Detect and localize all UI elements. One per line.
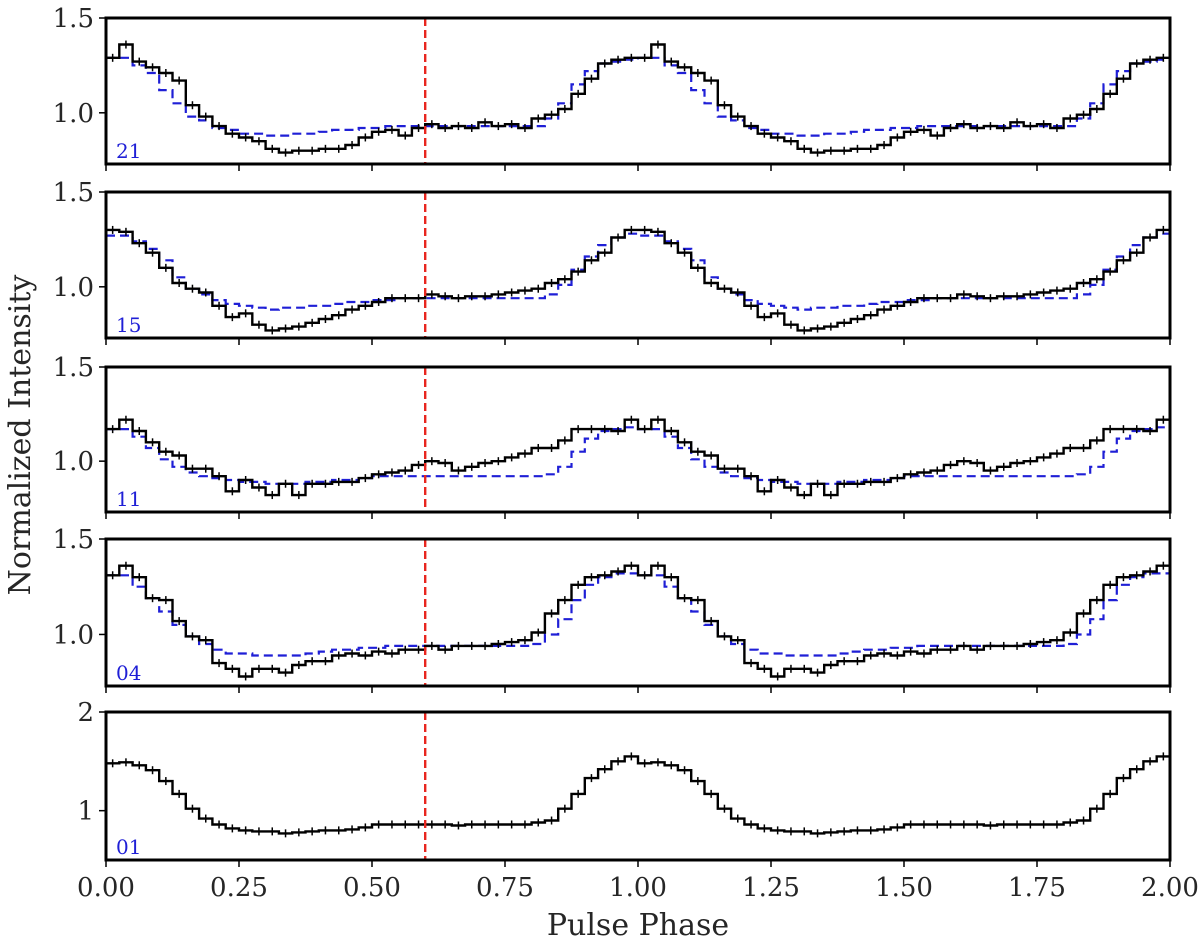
panel-frame xyxy=(104,190,1172,340)
model-curve xyxy=(106,232,1170,311)
y-tick-label: 1 xyxy=(77,797,94,827)
y-tick-label: 1.0 xyxy=(53,273,94,303)
panel-frame xyxy=(104,16,1172,166)
y-tick-label: 1.0 xyxy=(53,620,94,650)
panel-01: 0.00 0.25 0.50 0.75 1.00 1.25 1.50 1.75 2.00 1 2 01 xyxy=(77,698,1199,903)
x-tick-label: 2.00 xyxy=(1141,873,1199,903)
panel-label: 01 xyxy=(116,835,141,859)
x-tick-label: 1.50 xyxy=(875,873,933,903)
x-tick-label: 1.00 xyxy=(609,873,667,903)
x-axis-title: Pulse Phase xyxy=(547,908,729,943)
x-tick-label: 0.25 xyxy=(210,873,268,903)
y-tick-label: 1.0 xyxy=(53,447,94,477)
x-tick-label: 1.75 xyxy=(1008,873,1066,903)
data-curve xyxy=(106,755,1170,835)
y-tick-label: 1.5 xyxy=(53,178,94,208)
y-tick-label: 1.0 xyxy=(53,99,94,129)
data-curve xyxy=(106,43,1170,154)
model-curve xyxy=(106,572,1170,657)
panel-label: 04 xyxy=(116,661,141,685)
y-tick-label: 1.5 xyxy=(53,525,94,555)
x-tick-label: 0.00 xyxy=(77,873,135,903)
data-curve xyxy=(106,418,1170,497)
panel-15: 1.0 1.5 15 xyxy=(53,178,1172,345)
model-curve xyxy=(106,426,1170,485)
y-tick-label: 1.5 xyxy=(53,4,94,34)
panel-label: 11 xyxy=(116,487,141,511)
panel-21: 1.0 1.5 21 xyxy=(53,4,1172,171)
panel-11: 1.0 1.5 11 xyxy=(53,353,1172,519)
x-tick-label: 0.75 xyxy=(476,873,534,903)
panel-label: 21 xyxy=(116,139,141,163)
panel-frame xyxy=(104,365,1172,514)
y-axis-title: Normalized Intensity xyxy=(3,275,38,596)
x-tick-label: 0.50 xyxy=(343,873,401,903)
panel-04: 1.0 1.5 04 xyxy=(53,525,1172,693)
y-tick-label: 1.5 xyxy=(53,353,94,383)
x-tick-label: 1.25 xyxy=(742,873,800,903)
y-tick-label: 2 xyxy=(77,698,94,728)
panel-frame xyxy=(104,710,1172,862)
data-curve xyxy=(106,228,1170,332)
data-curve xyxy=(106,564,1170,678)
panel-label: 15 xyxy=(116,313,141,337)
panel-frame xyxy=(104,537,1172,688)
